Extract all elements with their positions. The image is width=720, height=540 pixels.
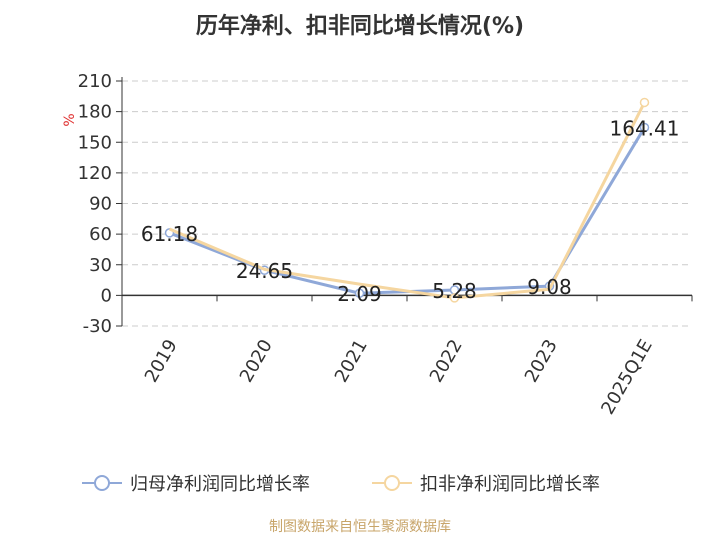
source-footer: 制图数据来自恒生聚源数据库 bbox=[269, 519, 451, 535]
y-tick-label: 90 bbox=[89, 194, 112, 215]
y-tick-label: 150 bbox=[78, 132, 112, 153]
y-tick-label: 180 bbox=[78, 102, 112, 123]
gridlines bbox=[122, 80, 692, 327]
y-tick-label: 30 bbox=[89, 255, 112, 276]
data-label: 2.09 bbox=[337, 282, 382, 306]
x-tick-label: 2023 bbox=[521, 336, 562, 386]
data-label: 24.65 bbox=[236, 259, 293, 283]
legend-label-deducted-profit: 扣非净利润同比增长率 bbox=[420, 474, 600, 495]
x-tick-label: 2025Q1E bbox=[597, 336, 657, 418]
deducted-profit-point bbox=[639, 97, 650, 108]
y-tick-label: 210 bbox=[78, 71, 112, 92]
y-tick-label: 60 bbox=[89, 224, 112, 245]
chart-title: 历年净利、扣非同比增长情况(%) bbox=[195, 14, 525, 39]
x-tick-label: 2021 bbox=[331, 336, 372, 386]
data-labels: 61.18 24.65 2.09 5.28 9.08 164.41 bbox=[141, 117, 680, 307]
data-label: 5.28 bbox=[432, 279, 477, 303]
legend-item-net-profit[interactable]: 归母净利润同比增长率 bbox=[82, 470, 310, 496]
y-tick-label: 0 bbox=[101, 285, 112, 306]
line-chart: 210 180 150 120 90 60 30 0 -30% 2019 2020 2021 2022 2… bbox=[62, 71, 693, 418]
net-profit-point bbox=[639, 122, 650, 133]
y-axis-unit-label: % bbox=[62, 113, 78, 126]
data-label: 9.08 bbox=[527, 275, 572, 299]
data-label: 61.18 bbox=[141, 222, 198, 246]
y-tick-label: -30 bbox=[83, 316, 112, 337]
data-label: 164.41 bbox=[610, 117, 680, 141]
legend-item-deducted-profit[interactable]: 扣非净利润同比增长率 bbox=[372, 470, 600, 496]
x-tick-label: 2019 bbox=[141, 336, 182, 386]
legend-marker-icon bbox=[82, 475, 122, 491]
legend-marker-icon bbox=[372, 475, 412, 491]
legend: 归母净利润同比增长率 扣非净利润同比增长率 bbox=[0, 470, 720, 498]
series-lines bbox=[164, 97, 650, 303]
y-tick-label: 120 bbox=[78, 163, 112, 184]
deducted-profit-line bbox=[168, 101, 646, 300]
x-tick-label: 2022 bbox=[426, 336, 467, 386]
net-profit-point bbox=[354, 288, 365, 298]
deducted-profit-point bbox=[449, 293, 460, 303]
legend-label-net-profit: 归母净利润同比增长率 bbox=[130, 474, 310, 495]
x-tick-label: 2020 bbox=[236, 336, 277, 386]
